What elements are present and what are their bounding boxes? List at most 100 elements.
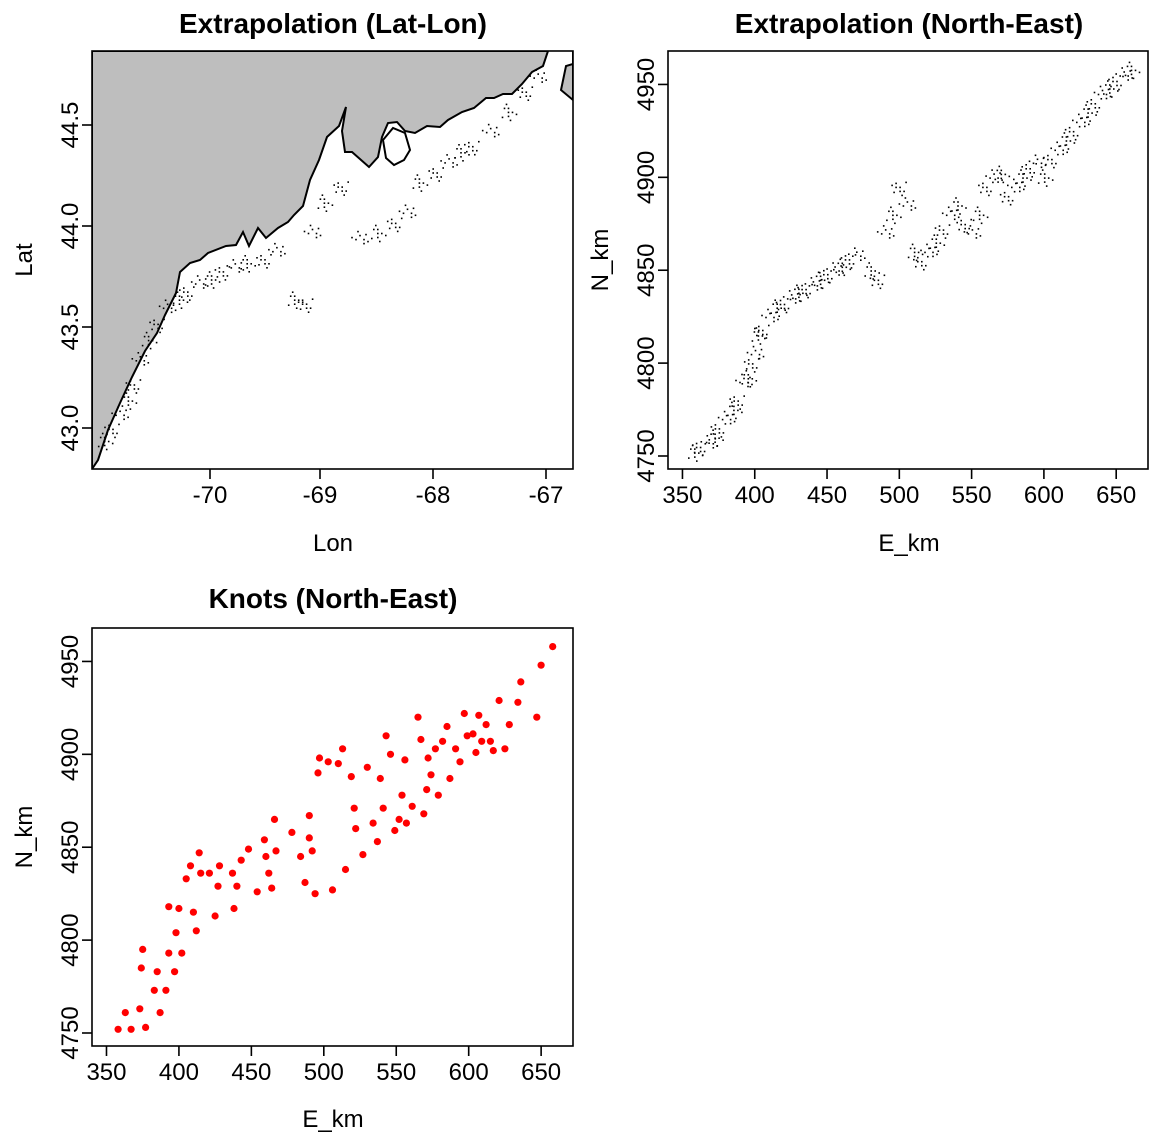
grid-cell-point (1105, 84, 1107, 86)
grid-cell-point (1050, 147, 1052, 150)
grid-cell-point (1047, 158, 1049, 161)
panel-lat-lon: Extrapolation (Lat-Lon) -70 -69 -68 -67 … (11, 8, 574, 557)
knot-point (486, 737, 494, 745)
grid-cell-point (1011, 186, 1013, 189)
grid-cell-point (468, 141, 470, 144)
grid-cell-point (309, 307, 312, 309)
grid-cell-point (1107, 88, 1110, 91)
grid-cell-point (823, 269, 825, 272)
grid-cell-point (398, 226, 401, 229)
grid-cell-point (191, 295, 193, 297)
grid-cell-point (688, 457, 690, 459)
grid-cell-point (773, 316, 775, 319)
y-axis-lat-lon: 43.0 43.5 44.0 44.5 (57, 102, 92, 451)
grid-cell-point (801, 288, 803, 291)
land-mass (92, 51, 550, 469)
grid-cell-point (1103, 93, 1105, 95)
grid-cell-point (725, 414, 728, 417)
grid-cell-point (778, 315, 780, 317)
knot-point (297, 852, 305, 861)
grid-cell-point (1086, 116, 1088, 119)
x-axis-label-knots: E_km (302, 1106, 363, 1133)
grid-cell-point (997, 181, 999, 183)
grid-cell-point (783, 303, 786, 306)
grid-cell-point (406, 208, 409, 211)
grid-cell-point (452, 166, 454, 168)
grid-cell-point (892, 214, 894, 217)
grid-cell-point (975, 237, 978, 239)
grid-cell-point (114, 436, 116, 439)
grid-cell-point (852, 263, 855, 265)
grid-cell-point (1031, 176, 1033, 178)
grid-cell-point (1007, 184, 1009, 187)
x-tick-label: -70 (193, 482, 228, 509)
grid-cell-point (755, 367, 758, 369)
x-tick-label: 650 (521, 1059, 561, 1086)
grid-cell-point (123, 414, 125, 417)
grid-cell-point (741, 373, 743, 376)
grid-cell-point (422, 182, 425, 184)
x-tick-label: -68 (416, 482, 451, 509)
grid-cell-point (1013, 178, 1015, 181)
grid-cell-point (743, 374, 746, 376)
grid-cell-point (747, 382, 750, 384)
grid-cell-point (1109, 92, 1111, 94)
knot-point (423, 786, 431, 794)
grid-cell-point (394, 222, 397, 225)
grid-cell-point (1126, 65, 1129, 68)
grid-cell-point (1004, 173, 1007, 176)
grid-cell-point (818, 280, 821, 282)
y-tick-label: 4750 (633, 429, 660, 482)
y-tick-label: 4750 (57, 1006, 84, 1059)
knot-point (262, 852, 270, 861)
grid-cell-point (860, 255, 862, 257)
knot-point (382, 732, 390, 740)
grid-cell-point (1008, 175, 1011, 178)
grid-cell-point (218, 281, 221, 283)
grid-cell-point (960, 223, 962, 226)
grid-cell-point (690, 448, 692, 450)
grid-cell-point (1101, 89, 1104, 92)
grid-cell-point (757, 331, 760, 333)
grid-cell-point (127, 400, 130, 402)
grid-cell-point (307, 311, 310, 313)
grid-cell-point (796, 284, 798, 287)
grid-cell-point (444, 162, 446, 164)
grid-cell-point (158, 305, 161, 308)
grid-cell-point (131, 358, 134, 360)
grid-cell-point (202, 287, 205, 289)
grid-cell-point (955, 209, 958, 212)
grid-cell-point (999, 193, 1002, 196)
grid-cell-point (145, 355, 148, 357)
grid-cell-point (695, 442, 698, 445)
grid-cell-point (1062, 149, 1064, 152)
grid-cell-point (1043, 177, 1046, 179)
grid-cell-point (758, 325, 760, 328)
knot-point (517, 678, 525, 686)
grid-cell-point (161, 327, 163, 330)
grid-cell-point (414, 178, 417, 180)
knot-point (214, 882, 222, 890)
grid-cell-point (829, 281, 831, 284)
grid-cell-point (481, 129, 484, 132)
knot-point (230, 904, 238, 913)
grid-cell-point (456, 148, 458, 150)
grid-cell-point (931, 238, 934, 240)
grid-cell-point (927, 255, 929, 258)
knot-point (341, 865, 350, 874)
grid-cell-point (440, 160, 442, 162)
grid-cell-point (805, 288, 807, 291)
grid-cell-point (228, 266, 231, 268)
grid-cell-point (819, 279, 822, 282)
grid-cell-point (840, 265, 842, 267)
grid-cell-point (1040, 162, 1043, 165)
grid-cell-point (476, 149, 478, 152)
grid-cell-point (888, 233, 891, 235)
grid-cell-point (497, 133, 500, 136)
grid-cell-point (835, 271, 838, 274)
grid-cell-point (115, 414, 117, 417)
grid-cell-point (1090, 99, 1093, 101)
grid-cell-point (297, 299, 300, 301)
knot-point (495, 696, 503, 705)
grid-cell-point (240, 268, 242, 270)
